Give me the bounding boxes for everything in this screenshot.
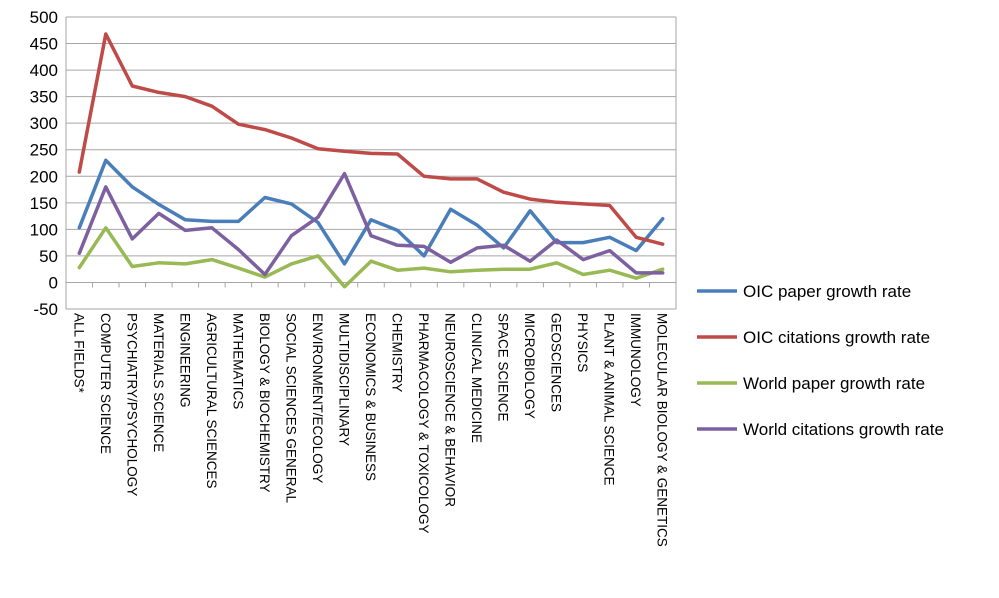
x-tick-label: NEUROSCIENCE & BEHAVIOR (443, 313, 458, 507)
legend-label: World citations growth rate (743, 420, 944, 439)
axes (65, 17, 677, 309)
x-tick-label: ENGINEERING (177, 313, 192, 408)
y-tick-label: 350 (30, 88, 58, 107)
legend-label: OIC citations growth rate (743, 328, 930, 347)
x-tick-label: MATHEMATICS (230, 313, 245, 409)
y-tick-label: 250 (30, 141, 58, 160)
y-tick-label: 450 (30, 35, 58, 54)
x-tick-label: BIOLOGY & BIOCHEMISTRY (257, 313, 272, 493)
x-tick-label: ECONOMICS & BUSINESS (363, 313, 378, 481)
x-tick-label: ENVIRONMENT/ECOLOGY (310, 313, 325, 483)
x-tick-label: MOLECULAR BIOLOGY & GENETICS (655, 313, 670, 547)
x-tick-label: GEOSCIENCES (549, 313, 564, 412)
y-tick-label: 300 (30, 114, 58, 133)
x-tick-label: SPACE SCIENCE (496, 313, 511, 422)
legend: OIC paper growth rate OIC citations growt… (697, 282, 944, 439)
x-tick-label: PLANT & ANIMAL SCIENCE (602, 313, 617, 486)
x-tick-label: IMMUNOLOGY (628, 313, 643, 407)
series-lines (77, 32, 665, 289)
series-line-2 (77, 32, 665, 246)
x-tick-label: AGRICULTURAL SCIENCES (204, 313, 219, 489)
x-tick-label: SOCIAL SCIENCES GENERAL (283, 313, 298, 504)
y-tick-label: 0 (49, 273, 58, 292)
y-tick-label: 200 (30, 167, 58, 186)
x-tick-label: MATERIALS SCIENCE (151, 313, 166, 452)
x-axis-tick-labels: ALL FIELDS* COMPUTER SCIENCE PSYCHIATRY/PS… (71, 313, 669, 547)
x-tick-label: MICROBIOLOGY (522, 313, 537, 419)
y-tick-label: 50 (39, 247, 58, 266)
series-line-1 (77, 158, 665, 266)
y-tick-label: -50 (33, 300, 58, 319)
gridlines (66, 16, 676, 310)
y-tick-label: 100 (30, 220, 58, 239)
y-tick-label: 150 (30, 194, 58, 213)
x-tick-label: ALL FIELDS* (71, 313, 86, 394)
series-line-3 (77, 226, 665, 289)
x-tick-label: PHYSICS (575, 313, 590, 372)
y-tick-label: 500 (30, 8, 58, 27)
x-tick-label: MULTIDISCIPLINARY (336, 313, 351, 446)
legend-label: World paper growth rate (743, 374, 925, 393)
x-tick-label: PHARMACOLOGY & TOXICOLOGY (416, 313, 431, 534)
x-tick-label: CLINICAL MEDICINE (469, 313, 484, 443)
series-line-4 (77, 171, 665, 277)
x-tick-label: CHEMISTRY (390, 313, 405, 392)
x-tick-label: COMPUTER SCIENCE (98, 313, 113, 454)
legend-label: OIC paper growth rate (743, 282, 911, 301)
y-tick-label: 400 (30, 61, 58, 80)
x-tick-label: PSYCHIATRY/PSYCHOLOGY (124, 313, 139, 496)
